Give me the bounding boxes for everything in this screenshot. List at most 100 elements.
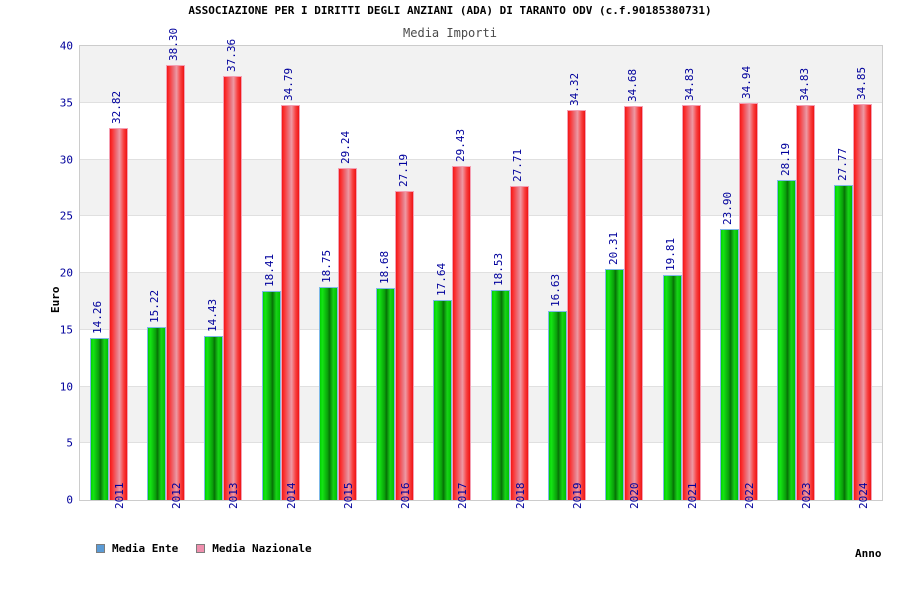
gridline (80, 328, 882, 330)
bar-group: 16.63 34.32 (547, 46, 586, 500)
legend-item-media-ente[interactable]: Media Ente (96, 542, 178, 555)
bar-value-label: 20.31 (606, 232, 620, 266)
bar-media-ente[interactable] (89, 338, 109, 500)
bar-group: 18.53 27.71 (490, 46, 529, 500)
bar-media-nazionale[interactable] (566, 110, 586, 500)
bar-group: 14.26 32.82 (89, 46, 128, 500)
bar-group: 17.64 29.43 (433, 46, 472, 500)
bar-media-nazionale[interactable] (108, 127, 128, 500)
bar-media-ente[interactable] (662, 275, 682, 500)
legend-item-media-nazionale[interactable]: Media Nazionale (196, 542, 312, 555)
x-axis-title: Anno (855, 547, 882, 560)
bar-media-ente[interactable] (490, 289, 510, 500)
bar-group: 18.41 34.79 (261, 46, 300, 500)
bar-media-nazionale[interactable] (624, 106, 644, 500)
bar-group: 18.75 29.24 (318, 46, 357, 500)
bar-media-nazionale[interactable] (165, 65, 185, 500)
bar-media-nazionale[interactable] (395, 191, 415, 500)
bar-media-ente[interactable] (376, 287, 396, 500)
bar-group: 14.43 37.36 (204, 39, 243, 500)
bar-value-label: 16.63 (549, 274, 563, 308)
bar-value-label: 34.32 (568, 73, 582, 107)
bar-media-nazionale[interactable] (509, 185, 529, 500)
gridline (80, 442, 882, 444)
legend-swatch-media-ente (96, 544, 105, 553)
y-tick-label: 30 (59, 153, 73, 166)
background-band (80, 386, 882, 444)
y-axis-title: Euro (49, 286, 62, 314)
bar-media-nazionale[interactable] (853, 104, 873, 500)
x-tick-label: 2020 (628, 482, 642, 510)
bar-value-label: 15.22 (148, 290, 162, 324)
x-tick-label: 2019 (570, 482, 584, 510)
bar-value-label: 18.75 (320, 250, 334, 284)
bar-media-nazionale[interactable] (223, 75, 243, 500)
bar-media-nazionale[interactable] (796, 104, 816, 500)
bar-value-label: 34.83 (683, 67, 696, 101)
bar-media-ente[interactable] (261, 291, 281, 500)
x-tick-label: 2014 (284, 482, 298, 510)
background-band (80, 46, 882, 103)
y-tick-label: 0 (66, 493, 73, 507)
bar-value-label: 27.19 (396, 154, 410, 188)
bar-media-nazionale[interactable] (280, 105, 300, 500)
bar-value-label: 34.68 (625, 69, 639, 103)
bar-media-nazionale[interactable] (337, 168, 357, 500)
chart-subtitle: Media Importi (403, 26, 497, 40)
bar-group: 15.22 38.30 (146, 28, 185, 500)
bar-media-ente[interactable] (777, 180, 797, 500)
bar-media-ente[interactable] (146, 327, 166, 500)
x-tick-label: 2012 (169, 482, 183, 510)
chart-title: ASSOCIAZIONE PER I DIRITTI DEGLI ANZIANI… (188, 4, 712, 17)
bar-value-label: 28.19 (778, 142, 792, 177)
chart-legend: Media Ente Media Nazionale (96, 542, 312, 555)
bar-value-label: 18.53 (492, 252, 506, 286)
bar-media-ente[interactable] (719, 228, 739, 500)
bar-media-ente[interactable] (204, 336, 224, 500)
bar-media-ente[interactable] (834, 184, 854, 500)
bar-media-ente[interactable] (318, 287, 338, 500)
x-tick-label: 2023 (800, 482, 814, 510)
gridline (80, 158, 882, 160)
y-axis: Euro 0 5 10 15 20 25 30 35 40 (33, 40, 73, 507)
bar-group: 27.77 34.85 (834, 46, 873, 500)
y-tick-label: 10 (59, 380, 73, 393)
bar-value-label: 27.71 (511, 148, 525, 182)
bar-group: 19.81 34.83 (662, 46, 701, 500)
bar-group: 28.19 34.83 (777, 46, 816, 500)
bar-value-label: 14.43 (205, 299, 219, 333)
legend-label-media-ente: Media Ente (112, 542, 179, 555)
bar-value-label: 29.24 (339, 131, 353, 165)
bar-media-ente[interactable] (433, 299, 453, 500)
x-tick-label: 2024 (857, 482, 871, 510)
bar-value-label: 34.94 (740, 66, 754, 100)
gridline (80, 101, 882, 103)
bar-media-ente[interactable] (547, 311, 567, 500)
gridline (80, 272, 882, 273)
x-tick-label: 2017 (456, 482, 470, 510)
bar-media-nazionale[interactable] (738, 103, 758, 500)
x-tick-label: 2011 (112, 482, 126, 510)
legend-swatch-media-nazionale (196, 544, 206, 553)
x-tick-label: 2015 (341, 482, 355, 510)
bar-group: 18.68 27.19 (376, 46, 415, 500)
background-band (80, 159, 882, 217)
y-tick-label: 35 (59, 96, 73, 110)
x-tick-label: 2021 (685, 482, 699, 510)
bar-media-nazionale[interactable] (452, 165, 472, 500)
legend-label-media-nazionale: Media Nazionale (212, 542, 312, 555)
gridline (80, 385, 882, 387)
x-tick-label: 2016 (399, 482, 413, 510)
bar-value-label: 34.85 (854, 67, 868, 101)
bar-value-label: 37.36 (224, 38, 238, 72)
plot-area: 14.26 32.82 15.22 38.30 14.43 37.36 18.41 34.79… (79, 28, 883, 501)
bar-media-ente[interactable] (605, 269, 625, 500)
bar-media-nazionale[interactable] (681, 104, 701, 500)
bar-value-label: 18.68 (377, 250, 391, 284)
bar-group: 23.90 34.94 (719, 46, 758, 500)
bar-value-label: 32.82 (110, 90, 124, 124)
gridline (80, 215, 882, 217)
y-tick-label: 25 (59, 209, 73, 223)
bar-value-label: 14.26 (91, 301, 105, 335)
